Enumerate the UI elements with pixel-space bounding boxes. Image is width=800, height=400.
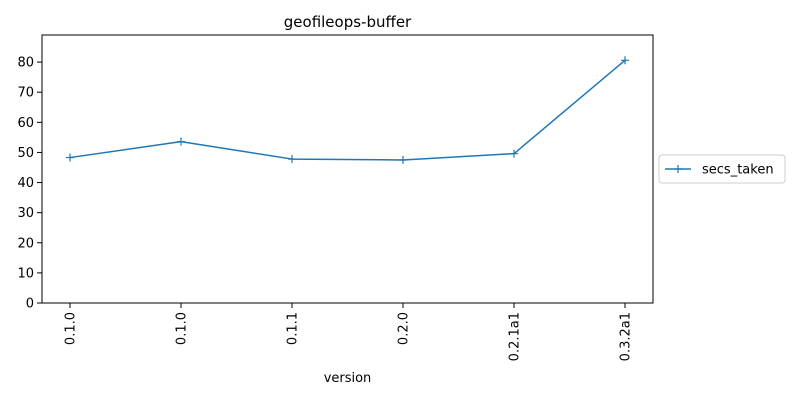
data-point-marker bbox=[510, 149, 518, 158]
x-tick-label: 0.1.0 bbox=[175, 312, 190, 345]
y-tick-label: 0 bbox=[26, 297, 34, 312]
legend-label: secs_taken bbox=[702, 163, 774, 178]
series-line bbox=[69, 59, 626, 161]
y-tick-label: 80 bbox=[17, 56, 34, 71]
data-point-marker bbox=[399, 155, 407, 164]
y-tick-label: 50 bbox=[17, 146, 34, 161]
y-tick-label: 70 bbox=[17, 86, 34, 101]
y-tick-label: 40 bbox=[17, 176, 34, 191]
data-point-marker bbox=[288, 155, 296, 164]
data-point-marker bbox=[66, 153, 74, 162]
legend-marker-icon bbox=[674, 165, 682, 173]
plot-frame bbox=[41, 34, 654, 304]
y-axis: 0 10 20 30 40 50 60 70 80 bbox=[17, 56, 42, 312]
data-point-marker bbox=[177, 137, 185, 146]
x-tick-label: 0.3.2a1 bbox=[619, 312, 634, 361]
chart-title: geofileops-buffer bbox=[284, 13, 412, 31]
x-axis-label: version bbox=[324, 371, 372, 386]
y-tick-label: 30 bbox=[17, 206, 34, 221]
series-layer bbox=[66, 56, 629, 164]
x-tick-label: 0.2.1a1 bbox=[508, 312, 523, 361]
y-tick-label: 20 bbox=[17, 236, 34, 251]
x-tick-label: 0.2.0 bbox=[397, 312, 412, 345]
legend: secs_taken bbox=[658, 154, 786, 184]
legend-box bbox=[658, 154, 786, 184]
x-tick-label: 0.1.0 bbox=[64, 312, 79, 345]
x-tick-label: 0.1.1 bbox=[286, 312, 301, 345]
y-tick-label: 60 bbox=[17, 116, 34, 131]
data-point-marker bbox=[621, 56, 629, 65]
y-tick-label: 10 bbox=[17, 266, 34, 281]
x-axis: 0.1.0 0.1.0 0.1.1 0.2.0 0.2.1a1 0.3.2a1 bbox=[64, 303, 634, 361]
